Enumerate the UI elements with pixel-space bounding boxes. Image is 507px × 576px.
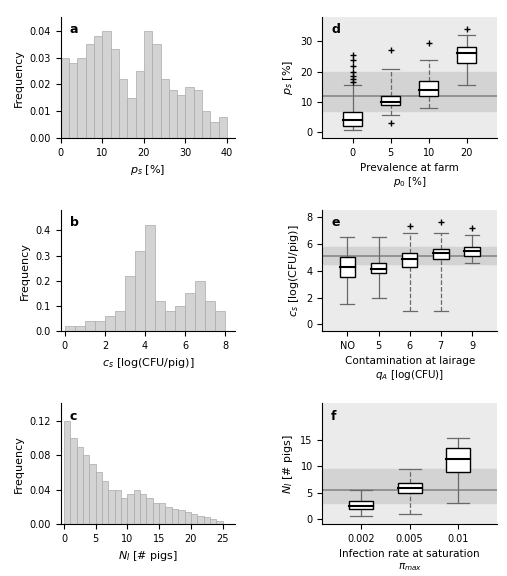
Bar bbox=[165, 311, 175, 331]
Bar bbox=[155, 301, 165, 331]
Bar bbox=[61, 58, 69, 138]
Bar bbox=[216, 521, 223, 524]
Y-axis label: $N_I$ [# pigs]: $N_I$ [# pigs] bbox=[281, 434, 295, 494]
Bar bbox=[402, 253, 417, 267]
Bar bbox=[134, 490, 140, 524]
Bar bbox=[419, 81, 438, 96]
Text: d: d bbox=[331, 23, 340, 36]
Bar bbox=[95, 321, 105, 331]
Bar bbox=[464, 247, 480, 256]
Y-axis label: $c_s$ [log(CFU/pig)]: $c_s$ [log(CFU/pig)] bbox=[287, 225, 301, 317]
Bar bbox=[153, 503, 159, 524]
Bar bbox=[322, 469, 497, 503]
Bar bbox=[89, 464, 96, 524]
Bar bbox=[65, 326, 75, 331]
Bar bbox=[175, 306, 185, 331]
Bar bbox=[108, 490, 115, 524]
Bar bbox=[457, 47, 476, 63]
Bar bbox=[210, 519, 216, 524]
Bar bbox=[397, 483, 422, 492]
Bar bbox=[191, 514, 197, 524]
Y-axis label: Frequency: Frequency bbox=[20, 242, 30, 300]
Bar bbox=[105, 316, 115, 331]
X-axis label: Contamination at lairage
$q_A$ [log(CFU)]: Contamination at lairage $q_A$ [log(CFU)… bbox=[345, 357, 475, 382]
Bar bbox=[140, 494, 147, 524]
X-axis label: $p_s$ [%]: $p_s$ [%] bbox=[130, 163, 166, 177]
Bar bbox=[121, 498, 127, 524]
Y-axis label: Frequency: Frequency bbox=[14, 49, 24, 107]
Bar bbox=[145, 225, 155, 331]
Bar bbox=[78, 58, 86, 138]
Text: e: e bbox=[331, 217, 340, 229]
Bar bbox=[185, 512, 191, 524]
Bar bbox=[96, 472, 102, 524]
Bar bbox=[210, 122, 219, 138]
X-axis label: $N_I$ [# pigs]: $N_I$ [# pigs] bbox=[118, 550, 178, 563]
Bar bbox=[172, 509, 178, 524]
Text: c: c bbox=[69, 410, 77, 423]
Bar bbox=[144, 31, 152, 138]
Bar bbox=[186, 87, 194, 138]
Y-axis label: $p_s$ [%]: $p_s$ [%] bbox=[281, 60, 295, 95]
Bar bbox=[446, 448, 470, 472]
Y-axis label: Frequency: Frequency bbox=[14, 435, 24, 492]
Bar bbox=[135, 251, 145, 331]
Bar bbox=[197, 516, 203, 524]
Bar bbox=[215, 311, 225, 331]
Bar bbox=[349, 501, 373, 509]
Bar bbox=[94, 36, 102, 138]
Bar bbox=[127, 494, 134, 524]
X-axis label: Infection rate at saturation
$\pi_{max}$: Infection rate at saturation $\pi_{max}$ bbox=[339, 550, 480, 573]
Bar bbox=[169, 90, 177, 138]
Bar bbox=[161, 79, 169, 138]
Bar bbox=[119, 79, 127, 138]
Bar bbox=[115, 490, 121, 524]
Text: b: b bbox=[69, 217, 79, 229]
Bar bbox=[77, 446, 83, 524]
Bar bbox=[219, 116, 227, 138]
Bar bbox=[70, 438, 77, 524]
Bar bbox=[75, 326, 85, 331]
Bar bbox=[340, 257, 355, 278]
Bar bbox=[135, 71, 144, 138]
Bar bbox=[343, 112, 363, 126]
Bar bbox=[147, 498, 153, 524]
Bar bbox=[322, 247, 497, 264]
Bar bbox=[159, 503, 165, 524]
Bar bbox=[371, 263, 386, 274]
Bar bbox=[177, 95, 186, 138]
Bar bbox=[205, 301, 215, 331]
Bar bbox=[152, 44, 161, 138]
Bar bbox=[178, 510, 185, 524]
Bar bbox=[115, 311, 125, 331]
Bar bbox=[127, 98, 135, 138]
Bar bbox=[433, 249, 449, 259]
X-axis label: Prevalence at farm
$p_0$ [%]: Prevalence at farm $p_0$ [%] bbox=[360, 163, 459, 190]
Bar bbox=[83, 455, 89, 524]
Bar bbox=[102, 31, 111, 138]
Text: a: a bbox=[69, 23, 78, 36]
X-axis label: $c_s$ [log(CFU/pig)]: $c_s$ [log(CFU/pig)] bbox=[102, 357, 194, 370]
Bar bbox=[381, 96, 400, 105]
Bar bbox=[165, 507, 172, 524]
Bar bbox=[322, 71, 497, 111]
Bar bbox=[85, 321, 95, 331]
Bar bbox=[202, 111, 210, 138]
Bar bbox=[203, 517, 210, 524]
Bar bbox=[102, 481, 108, 524]
Bar bbox=[64, 420, 70, 524]
Bar bbox=[125, 276, 135, 331]
Bar bbox=[111, 50, 119, 138]
Bar bbox=[185, 293, 195, 331]
Bar bbox=[69, 63, 78, 138]
Text: f: f bbox=[331, 410, 337, 423]
Bar bbox=[195, 281, 205, 331]
Bar bbox=[86, 44, 94, 138]
Bar bbox=[194, 90, 202, 138]
